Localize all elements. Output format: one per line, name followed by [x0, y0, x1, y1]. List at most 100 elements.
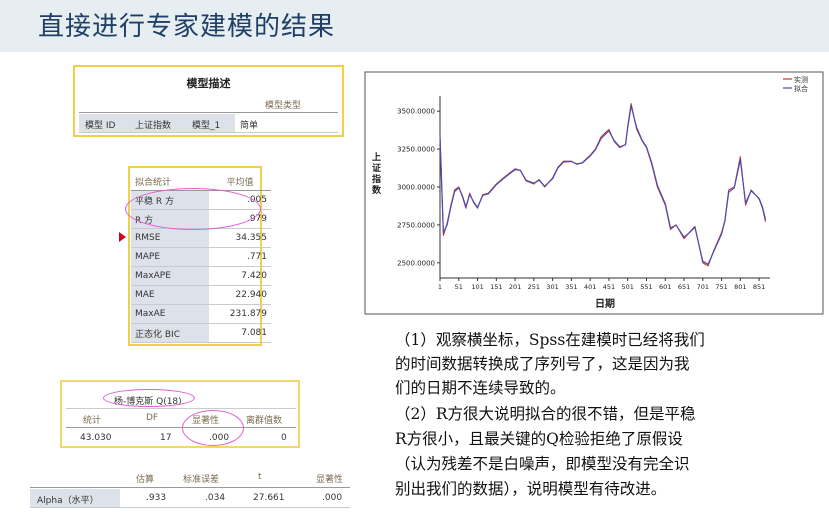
x-tick-label: 351 [565, 283, 577, 291]
fit-stat-value: 22.940 [209, 285, 271, 305]
fit-stats-header-row: 拟合统计 平均值 [131, 172, 271, 191]
x-tick-label: 651 [678, 283, 690, 291]
note-1-line-1: （1）观察横坐标，Spss在建模时已经将我们 [395, 331, 705, 349]
x-tick-label: 51 [455, 283, 463, 291]
ljung-box-outliers-value: 0 [281, 433, 287, 443]
fit-stats-row: RMSE 34.355 [131, 228, 271, 248]
model-type-header: 模型类型 [265, 101, 302, 111]
series-line-fitted [439, 105, 767, 265]
model-desc-row-bg [79, 114, 235, 132]
fit-stats-row: 正态化 BIC 7.081 [131, 323, 271, 343]
params-header-est: 估算 [136, 475, 155, 485]
fit-stat-label: MAE [131, 285, 209, 305]
x-tick-label: 201 [509, 283, 521, 291]
x-tick-label: 751 [715, 283, 727, 291]
x-tick-label: 101 [471, 283, 483, 291]
chart-series-group [439, 103, 767, 267]
y-tick-label: 2750.0000 [397, 221, 435, 229]
fit-stats-header-mean: 平均值 [209, 172, 271, 191]
note-2-line-4: 别出我们的数据），说明模型有待改进。 [395, 480, 667, 498]
params-bottom-rule [30, 507, 350, 508]
ljung-box-stat-value: 43.030 [80, 433, 112, 443]
model-type: 简单 [240, 121, 259, 131]
fit-stats-row: MaxAPE 7.420 [131, 266, 271, 286]
highlight-ellipse-significance [182, 410, 244, 446]
y-tick-label: 3250.0000 [397, 146, 435, 154]
x-tick-label: 601 [659, 283, 671, 291]
note-1-line-2: 的时间数据转换成了序列号了，这是因为我 [395, 355, 690, 373]
model-desc-bottom-rule [79, 132, 338, 133]
params-header-se: 标准误差 [183, 475, 220, 485]
fit-stats-row: MaxAE 231.879 [131, 304, 271, 324]
model-name: 模型_1 [192, 121, 221, 131]
model-id-label: 模型 ID [85, 121, 116, 131]
ljung-box-df-value: 17 [160, 433, 172, 443]
x-tick-label: 451 [603, 283, 615, 291]
params-header-t: t [258, 472, 262, 482]
note-2-line-3: （认为残差不是白噪声，即模型没有完全识 [395, 455, 690, 473]
x-tick-label: 701 [697, 283, 709, 291]
ljung-box-header-stat: 统计 [83, 416, 102, 426]
params-row-label: Alpha（水平） [37, 496, 99, 506]
fit-stat-value: 7.420 [209, 266, 271, 286]
fit-stat-value: .771 [209, 247, 271, 267]
model-desc-rule [79, 112, 338, 113]
params-rule [30, 487, 350, 488]
rmse-pointer-arrow [119, 232, 126, 242]
model-description-title: 模型描述 [186, 77, 231, 90]
legend-label-observed: 实测 [794, 75, 808, 84]
x-tick-label: 851 [753, 283, 765, 291]
params-se-value: .034 [205, 493, 226, 503]
chart-y-label-3: 指 [372, 173, 381, 185]
ljung-box-header-df: DF [146, 413, 159, 423]
chart-axes: 2500.0000 2750.0000 3000.0000 3250.0000 3500… [397, 96, 770, 291]
x-tick-label: 1 [438, 283, 442, 291]
x-tick-label: 801 [734, 283, 746, 291]
chart-legend: 实测 拟合 [783, 75, 808, 93]
params-est-value: .933 [146, 493, 167, 503]
chart-y-label-4: 数 [372, 184, 382, 196]
model-series: 上证指数 [135, 121, 172, 131]
chart-y-label-1: 上 [372, 151, 381, 163]
chart-frame [364, 71, 824, 315]
params-header-sig: 显著性 [316, 475, 344, 485]
highlight-ellipse-ljung-box [103, 389, 195, 407]
fit-stat-value: 34.355 [209, 228, 271, 248]
fit-stats-row: MAPE .771 [131, 247, 271, 267]
fit-stat-label: MAPE [131, 247, 209, 267]
params-t-value: 27.661 [253, 493, 285, 503]
x-tick-label: 551 [640, 283, 652, 291]
highlight-ellipse-r-squared [125, 188, 261, 230]
note-2-line-2: R方很小，且最关键的Q检验拒绝了原假设 [395, 430, 683, 448]
chart-x-label: 日期 [595, 297, 615, 310]
y-tick-label: 3000.0000 [397, 184, 435, 192]
x-tick-label: 251 [528, 283, 540, 291]
params-row-label-bg [30, 489, 120, 507]
note-1-line-3: 们的日期不连续导致的。 [395, 379, 566, 397]
title-bar: 直接进行专家建模的结果 [0, 0, 829, 52]
fit-stat-label: MaxAE [131, 304, 209, 324]
x-tick-label: 301 [546, 283, 558, 291]
time-series-chart: 2500.0000 2750.0000 3000.0000 3250.0000 3500… [364, 71, 824, 315]
fit-stat-label: RMSE [131, 228, 209, 248]
params-sig-value: .000 [322, 493, 343, 503]
fit-stat-label: 正态化 BIC [131, 323, 209, 343]
fit-stat-value: 7.081 [209, 323, 271, 343]
fit-stats-row: MAE 22.940 [131, 285, 271, 305]
y-tick-label: 3500.0000 [397, 108, 435, 116]
model-description-table: 模型描述 模型类型 模型 ID 上证指数 模型_1 简单 [73, 65, 344, 137]
ljung-box-header-outliers: 离群值数 [246, 416, 283, 426]
fit-stat-label: MaxAPE [131, 266, 209, 286]
note-2-line-1: （2）R方很大说明拟合的很不错，但是平稳 [395, 405, 696, 423]
slide-title: 直接进行专家建模的结果 [38, 12, 336, 42]
y-tick-label: 2500.0000 [397, 259, 435, 267]
ljung-box-rule-top [66, 408, 296, 409]
ljung-box-rule-mid [66, 427, 296, 428]
fit-stat-value: 231.879 [209, 304, 271, 324]
x-tick-label: 401 [584, 283, 596, 291]
x-tick-label: 151 [490, 283, 502, 291]
chart-y-label-2: 证 [372, 163, 381, 174]
x-tick-label: 501 [622, 283, 634, 291]
ljung-box-frame [60, 380, 300, 448]
legend-label-fitted: 拟合 [794, 84, 808, 93]
